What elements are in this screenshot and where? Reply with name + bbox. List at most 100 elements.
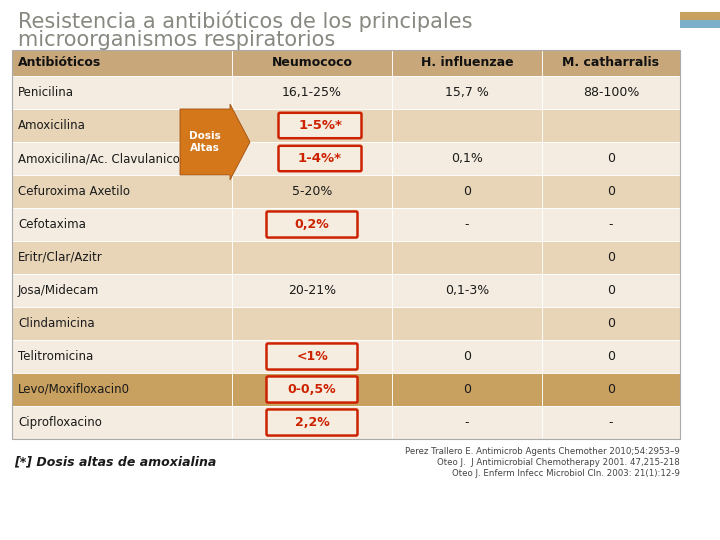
- Text: 5-20%: 5-20%: [292, 185, 332, 198]
- FancyBboxPatch shape: [392, 307, 542, 340]
- Text: Eritr/Clar/Azitr: Eritr/Clar/Azitr: [18, 251, 103, 264]
- Text: Amoxicilina/Ac. Clavulanico: Amoxicilina/Ac. Clavulanico: [18, 152, 180, 165]
- Text: Perez Trallero E. Antimicrob Agents Chemother 2010;54:2953–9: Perez Trallero E. Antimicrob Agents Chem…: [405, 447, 680, 456]
- FancyBboxPatch shape: [12, 307, 232, 340]
- Text: 15,7 %: 15,7 %: [445, 86, 489, 99]
- FancyBboxPatch shape: [542, 307, 680, 340]
- FancyBboxPatch shape: [12, 274, 232, 307]
- Text: [*] Dosis altas de amoxialina: [*] Dosis altas de amoxialina: [14, 455, 216, 468]
- Text: 0: 0: [607, 317, 615, 330]
- FancyBboxPatch shape: [542, 373, 680, 406]
- FancyBboxPatch shape: [266, 376, 358, 402]
- FancyBboxPatch shape: [680, 12, 720, 20]
- Text: 0,1-3%: 0,1-3%: [445, 284, 489, 297]
- FancyBboxPatch shape: [12, 50, 232, 76]
- Text: 0: 0: [463, 350, 471, 363]
- Text: Josa/Midecam: Josa/Midecam: [18, 284, 99, 297]
- Text: Telitromicina: Telitromicina: [18, 350, 94, 363]
- FancyBboxPatch shape: [392, 142, 542, 175]
- Text: H. influenzae: H. influenzae: [420, 57, 513, 70]
- Text: Dosis: Dosis: [189, 131, 221, 141]
- Text: 0: 0: [607, 350, 615, 363]
- Text: 20-21%: 20-21%: [288, 284, 336, 297]
- Text: 0,2%: 0,2%: [294, 218, 329, 231]
- FancyBboxPatch shape: [232, 142, 392, 175]
- FancyBboxPatch shape: [232, 109, 392, 142]
- FancyBboxPatch shape: [232, 241, 392, 274]
- FancyBboxPatch shape: [12, 142, 232, 175]
- Text: -: -: [608, 218, 613, 231]
- FancyBboxPatch shape: [542, 175, 680, 208]
- Text: 1-5%*: 1-5%*: [298, 119, 342, 132]
- FancyBboxPatch shape: [12, 208, 232, 241]
- Text: 0: 0: [607, 152, 615, 165]
- FancyBboxPatch shape: [232, 373, 392, 406]
- FancyBboxPatch shape: [232, 76, 392, 109]
- FancyBboxPatch shape: [542, 241, 680, 274]
- FancyBboxPatch shape: [680, 20, 720, 28]
- FancyBboxPatch shape: [232, 208, 392, 241]
- FancyBboxPatch shape: [12, 109, 232, 142]
- FancyBboxPatch shape: [279, 113, 361, 138]
- FancyBboxPatch shape: [12, 340, 232, 373]
- Text: Amoxicilina: Amoxicilina: [18, 119, 86, 132]
- Text: 16,1-25%: 16,1-25%: [282, 86, 342, 99]
- FancyBboxPatch shape: [12, 175, 232, 208]
- Text: Clindamicina: Clindamicina: [18, 317, 94, 330]
- FancyBboxPatch shape: [542, 340, 680, 373]
- Text: Resistencia a antibióticos de los principales: Resistencia a antibióticos de los princi…: [18, 10, 472, 31]
- FancyBboxPatch shape: [392, 373, 542, 406]
- Text: microorganismos respiratorios: microorganismos respiratorios: [18, 30, 336, 50]
- FancyBboxPatch shape: [542, 50, 680, 76]
- FancyBboxPatch shape: [232, 406, 392, 439]
- Text: M. catharralis: M. catharralis: [562, 57, 660, 70]
- FancyBboxPatch shape: [266, 212, 358, 238]
- Text: Oteo J.  J Antimicrobial Chemotherapy 2001. 47,215-218: Oteo J. J Antimicrobial Chemotherapy 200…: [437, 458, 680, 467]
- FancyBboxPatch shape: [279, 146, 361, 171]
- Text: 1-4%*: 1-4%*: [298, 152, 342, 165]
- FancyBboxPatch shape: [232, 175, 392, 208]
- Text: 0: 0: [607, 251, 615, 264]
- FancyBboxPatch shape: [542, 76, 680, 109]
- Text: Cefotaxima: Cefotaxima: [18, 218, 86, 231]
- FancyBboxPatch shape: [12, 373, 232, 406]
- FancyBboxPatch shape: [232, 50, 392, 76]
- FancyBboxPatch shape: [392, 406, 542, 439]
- FancyBboxPatch shape: [392, 208, 542, 241]
- Text: <1%: <1%: [296, 350, 328, 363]
- FancyBboxPatch shape: [12, 241, 232, 274]
- Text: 0: 0: [463, 383, 471, 396]
- FancyBboxPatch shape: [542, 406, 680, 439]
- Text: Altas: Altas: [190, 143, 220, 153]
- Text: Oteo J. Enferm Infecc Microbiol Cln. 2003: 21(1):12-9: Oteo J. Enferm Infecc Microbiol Cln. 200…: [452, 469, 680, 478]
- Text: 0,1%: 0,1%: [451, 152, 483, 165]
- Text: 0: 0: [607, 284, 615, 297]
- Text: 0-0,5%: 0-0,5%: [288, 383, 336, 396]
- Text: -: -: [608, 416, 613, 429]
- FancyBboxPatch shape: [232, 274, 392, 307]
- FancyBboxPatch shape: [12, 76, 232, 109]
- Text: Penicilina: Penicilina: [18, 86, 74, 99]
- FancyBboxPatch shape: [392, 76, 542, 109]
- FancyBboxPatch shape: [266, 343, 358, 369]
- FancyBboxPatch shape: [542, 208, 680, 241]
- FancyBboxPatch shape: [392, 109, 542, 142]
- Polygon shape: [180, 104, 250, 180]
- Text: 0: 0: [463, 185, 471, 198]
- FancyBboxPatch shape: [542, 142, 680, 175]
- Text: Levo/Moxifloxacin0: Levo/Moxifloxacin0: [18, 383, 130, 396]
- FancyBboxPatch shape: [392, 340, 542, 373]
- FancyBboxPatch shape: [542, 109, 680, 142]
- Text: 88-100%: 88-100%: [582, 86, 639, 99]
- FancyBboxPatch shape: [266, 409, 358, 436]
- FancyBboxPatch shape: [392, 50, 542, 76]
- FancyBboxPatch shape: [12, 406, 232, 439]
- FancyBboxPatch shape: [392, 175, 542, 208]
- Text: Ciprofloxacino: Ciprofloxacino: [18, 416, 102, 429]
- FancyBboxPatch shape: [392, 274, 542, 307]
- FancyBboxPatch shape: [392, 241, 542, 274]
- Text: -: -: [464, 416, 469, 429]
- FancyBboxPatch shape: [542, 274, 680, 307]
- FancyBboxPatch shape: [232, 340, 392, 373]
- FancyBboxPatch shape: [232, 307, 392, 340]
